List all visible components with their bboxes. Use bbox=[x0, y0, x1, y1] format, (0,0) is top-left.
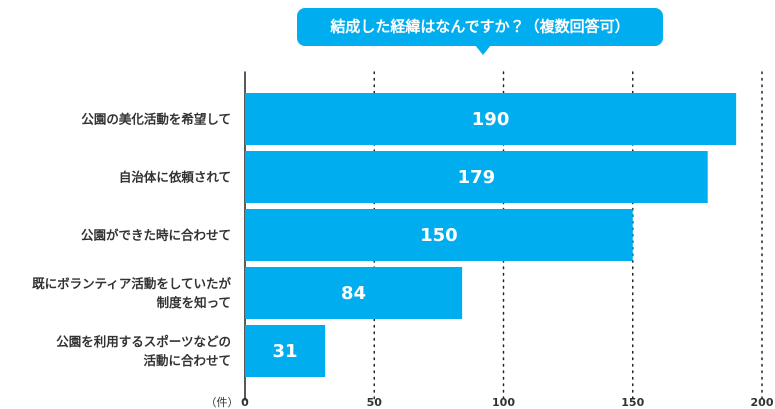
category-label: 公園ができた時に合わせて bbox=[80, 227, 231, 243]
value-label: 84 bbox=[341, 283, 366, 304]
bar bbox=[245, 325, 326, 377]
value-label: 179 bbox=[458, 167, 496, 188]
category-label: 既にボランティア活動をしていたが 制度を知って bbox=[32, 276, 231, 310]
title-bubble: 結成した経緯はなんですか？（複数回答可） bbox=[297, 8, 663, 55]
title-box bbox=[297, 8, 663, 46]
value-label: 150 bbox=[420, 225, 458, 246]
x-tick-label: 150 bbox=[621, 396, 644, 409]
bar bbox=[245, 151, 708, 203]
bar bbox=[245, 209, 633, 261]
category-label: 公園を利用するスポーツなどの 活動に合わせて bbox=[56, 334, 231, 368]
unit-label: （件） bbox=[206, 396, 239, 409]
value-label: 190 bbox=[472, 109, 510, 130]
x-tick-label: 200 bbox=[751, 396, 774, 409]
bar bbox=[245, 267, 463, 319]
category-label: 公園の美化活動を希望して bbox=[81, 111, 231, 127]
x-tick-label: 50 bbox=[367, 396, 383, 409]
x-tick-label: 0 bbox=[241, 396, 249, 409]
title-pointer bbox=[475, 45, 491, 55]
category-label: 自治体に依頼されて bbox=[118, 169, 231, 185]
chart-title: 結成した経緯はなんですか？（複数回答可） bbox=[329, 18, 629, 36]
value-label: 31 bbox=[273, 341, 298, 362]
x-tick-label: 100 bbox=[492, 396, 515, 409]
bar bbox=[245, 93, 737, 145]
